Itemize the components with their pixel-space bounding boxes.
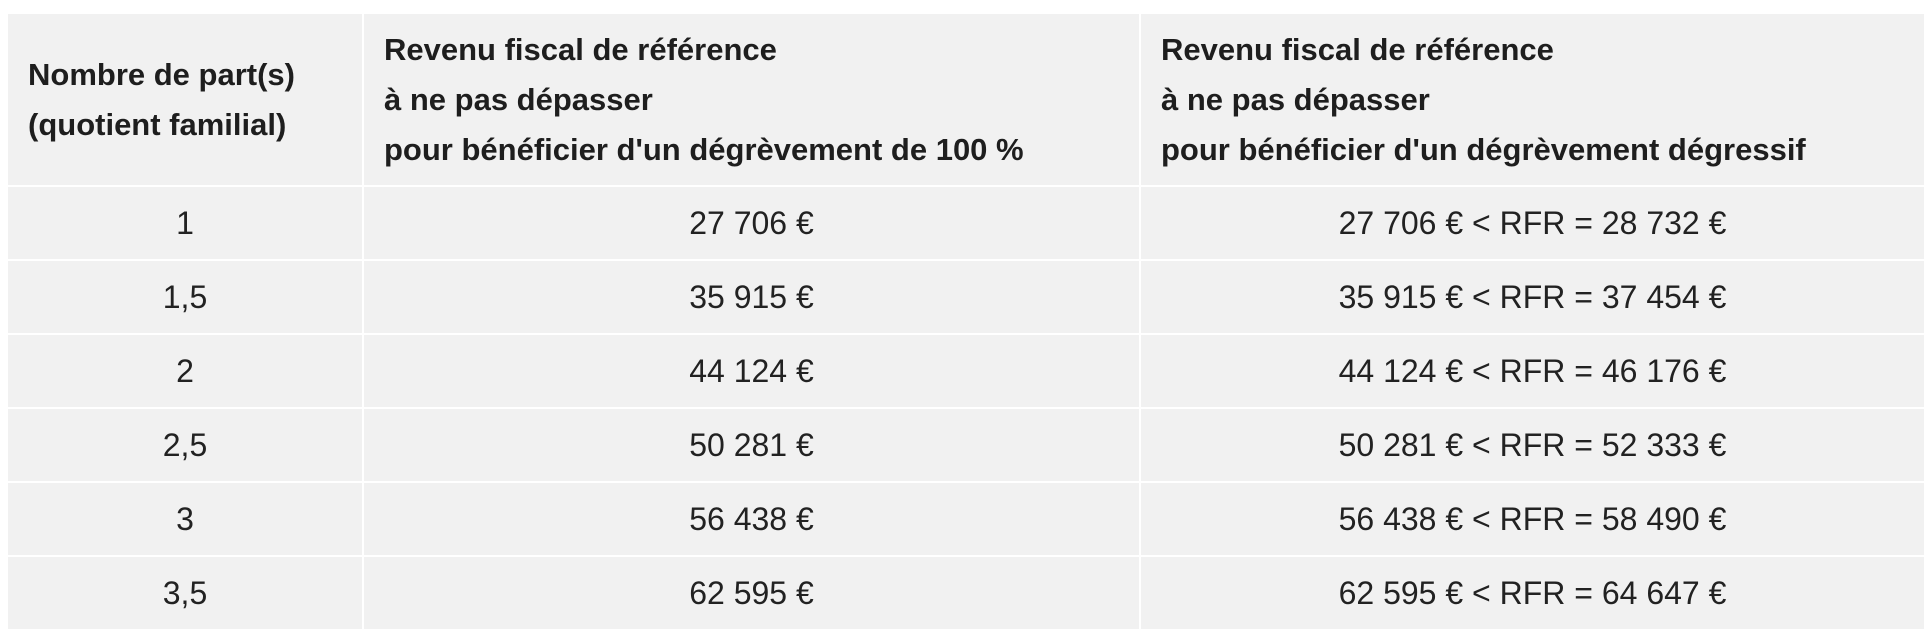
cell-full-relief: 35 915 €: [362, 259, 1141, 335]
cell-parts: 2,5: [6, 407, 364, 483]
cell-degressive-relief: 44 124 € < RFR = 46 176 €: [1139, 333, 1926, 409]
cell-degressive-relief: 27 706 € < RFR = 28 732 €: [1139, 185, 1926, 261]
header-degressive-relief-line: à ne pas dépasser: [1161, 81, 1430, 117]
rfr-threshold-table: Nombre de part(s) (quotient familial) Re…: [6, 12, 1926, 631]
cell-full-relief: 62 595 €: [362, 555, 1141, 631]
table-row: 1 27 706 € 27 706 € < RFR = 28 732 €: [6, 185, 1926, 261]
cell-degressive-relief: 50 281 € < RFR = 52 333 €: [1139, 407, 1926, 483]
cell-degressive-relief: 56 438 € < RFR = 58 490 €: [1139, 481, 1926, 557]
cell-degressive-relief: 62 595 € < RFR = 64 647 €: [1139, 555, 1926, 631]
header-full-relief-line: pour bénéficier d'un dégrèvement de 100 …: [384, 131, 1024, 167]
cell-parts: 3,5: [6, 555, 364, 631]
cell-degressive-relief: 35 915 € < RFR = 37 454 €: [1139, 259, 1926, 335]
table-row: 3,5 62 595 € 62 595 € < RFR = 64 647 €: [6, 555, 1926, 631]
cell-full-relief: 56 438 €: [362, 481, 1141, 557]
cell-parts: 1: [6, 185, 364, 261]
header-full-relief: Revenu fiscal de référence à ne pas dépa…: [362, 12, 1141, 187]
table-row: 2,5 50 281 € 50 281 € < RFR = 52 333 €: [6, 407, 1926, 483]
header-degressive-relief-line: Revenu fiscal de référence: [1161, 31, 1554, 67]
header-full-relief-line: Revenu fiscal de référence: [384, 31, 777, 67]
header-parts-line: (quotient familial): [28, 106, 287, 142]
table-row: 2 44 124 € 44 124 € < RFR = 46 176 €: [6, 333, 1926, 409]
cell-full-relief: 44 124 €: [362, 333, 1141, 409]
cell-parts: 3: [6, 481, 364, 557]
cropped-caption-strip: [0, 0, 1930, 12]
header-full-relief-line: à ne pas dépasser: [384, 81, 653, 117]
table-header: Nombre de part(s) (quotient familial) Re…: [6, 12, 1926, 187]
table-row: 1,5 35 915 € 35 915 € < RFR = 37 454 €: [6, 259, 1926, 335]
header-degressive-relief: Revenu fiscal de référence à ne pas dépa…: [1139, 12, 1926, 187]
cell-full-relief: 50 281 €: [362, 407, 1141, 483]
cell-full-relief: 27 706 €: [362, 185, 1141, 261]
table-row: 3 56 438 € 56 438 € < RFR = 58 490 €: [6, 481, 1926, 557]
cell-parts: 2: [6, 333, 364, 409]
cell-parts: 1,5: [6, 259, 364, 335]
header-parts-line: Nombre de part(s): [28, 56, 295, 92]
header-parts: Nombre de part(s) (quotient familial): [6, 12, 364, 187]
header-row: Nombre de part(s) (quotient familial) Re…: [6, 12, 1926, 187]
header-degressive-relief-line: pour bénéficier d'un dégrèvement dégress…: [1161, 131, 1806, 167]
table-body: 1 27 706 € 27 706 € < RFR = 28 732 € 1,5…: [6, 185, 1926, 631]
